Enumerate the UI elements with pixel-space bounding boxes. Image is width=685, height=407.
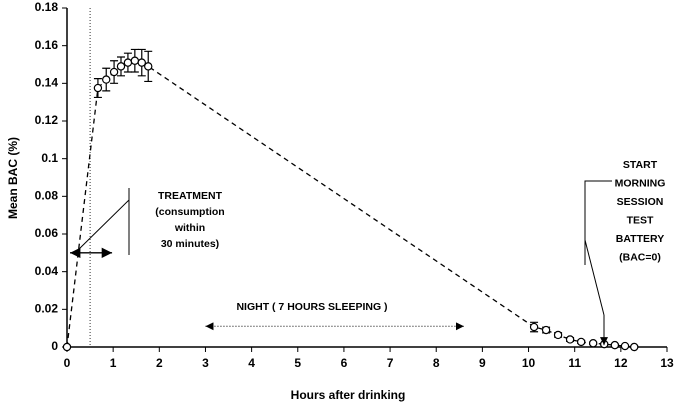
y-tick-label: 0.14 bbox=[35, 76, 59, 90]
x-tick-label: 11 bbox=[568, 356, 581, 370]
annotation: (BAC=0) bbox=[619, 251, 661, 263]
x-axis-label: Hours after drinking bbox=[291, 388, 406, 402]
bracket bbox=[75, 199, 130, 253]
annotation: (consumption bbox=[155, 206, 224, 218]
point bbox=[541, 325, 551, 335]
x-tick-label: 5 bbox=[294, 356, 301, 370]
annotation: MORNING bbox=[615, 177, 666, 189]
annotation: START bbox=[623, 159, 658, 171]
point bbox=[130, 56, 140, 65]
point bbox=[588, 339, 598, 348]
point bbox=[576, 337, 586, 347]
annotation: BATTERY bbox=[616, 233, 664, 245]
annotation: within bbox=[174, 222, 205, 234]
x-tick-label: 2 bbox=[156, 356, 163, 370]
y-tick-label: 0.08 bbox=[35, 189, 59, 203]
y-tick-label: 0 bbox=[51, 339, 58, 353]
point bbox=[144, 62, 153, 71]
point bbox=[529, 322, 539, 332]
x-tick-label: 9 bbox=[479, 356, 486, 370]
point bbox=[565, 335, 575, 344]
annotation: 30 minutes) bbox=[161, 238, 219, 250]
point bbox=[116, 62, 126, 71]
x-tick-label: 12 bbox=[614, 356, 628, 370]
x-tick-label: 1 bbox=[110, 356, 117, 370]
point bbox=[137, 58, 146, 67]
annotation: TREATMENT bbox=[158, 190, 223, 202]
y-tick-label: 0.06 bbox=[35, 226, 59, 240]
point bbox=[109, 67, 119, 77]
point bbox=[630, 342, 639, 352]
bracket bbox=[584, 180, 612, 265]
point bbox=[553, 330, 563, 340]
point bbox=[123, 58, 133, 67]
point bbox=[62, 342, 72, 352]
annotation: TEST bbox=[627, 214, 654, 226]
point bbox=[620, 341, 630, 351]
x-tick-label: 0 bbox=[64, 356, 71, 370]
x-tick-label: 7 bbox=[387, 356, 394, 370]
point bbox=[610, 340, 620, 350]
point bbox=[102, 75, 111, 84]
y-tick-label: 0.02 bbox=[35, 302, 59, 316]
y-tick-label: 0.18 bbox=[35, 0, 59, 14]
point bbox=[93, 83, 103, 93]
x-tick-label: 6 bbox=[341, 356, 348, 370]
x-tick-label: 13 bbox=[660, 356, 674, 370]
x-tick-label: 10 bbox=[522, 356, 536, 370]
annotation: SESSION bbox=[617, 196, 664, 208]
y-tick-label: 0.16 bbox=[35, 38, 59, 52]
y-axis-label: Mean BAC (%) bbox=[6, 137, 20, 219]
y-tick-label: 0.04 bbox=[35, 264, 59, 278]
x-tick-label: 8 bbox=[433, 356, 440, 370]
annotation: NIGHT ( 7 HOURS SLEEPING ) bbox=[236, 301, 387, 313]
x-tick-label: 4 bbox=[248, 356, 255, 370]
bracket bbox=[584, 239, 605, 316]
y-tick-label: 0.12 bbox=[35, 113, 59, 127]
x-tick-label: 3 bbox=[202, 356, 209, 370]
y-tick-label: 0.1 bbox=[41, 151, 58, 165]
